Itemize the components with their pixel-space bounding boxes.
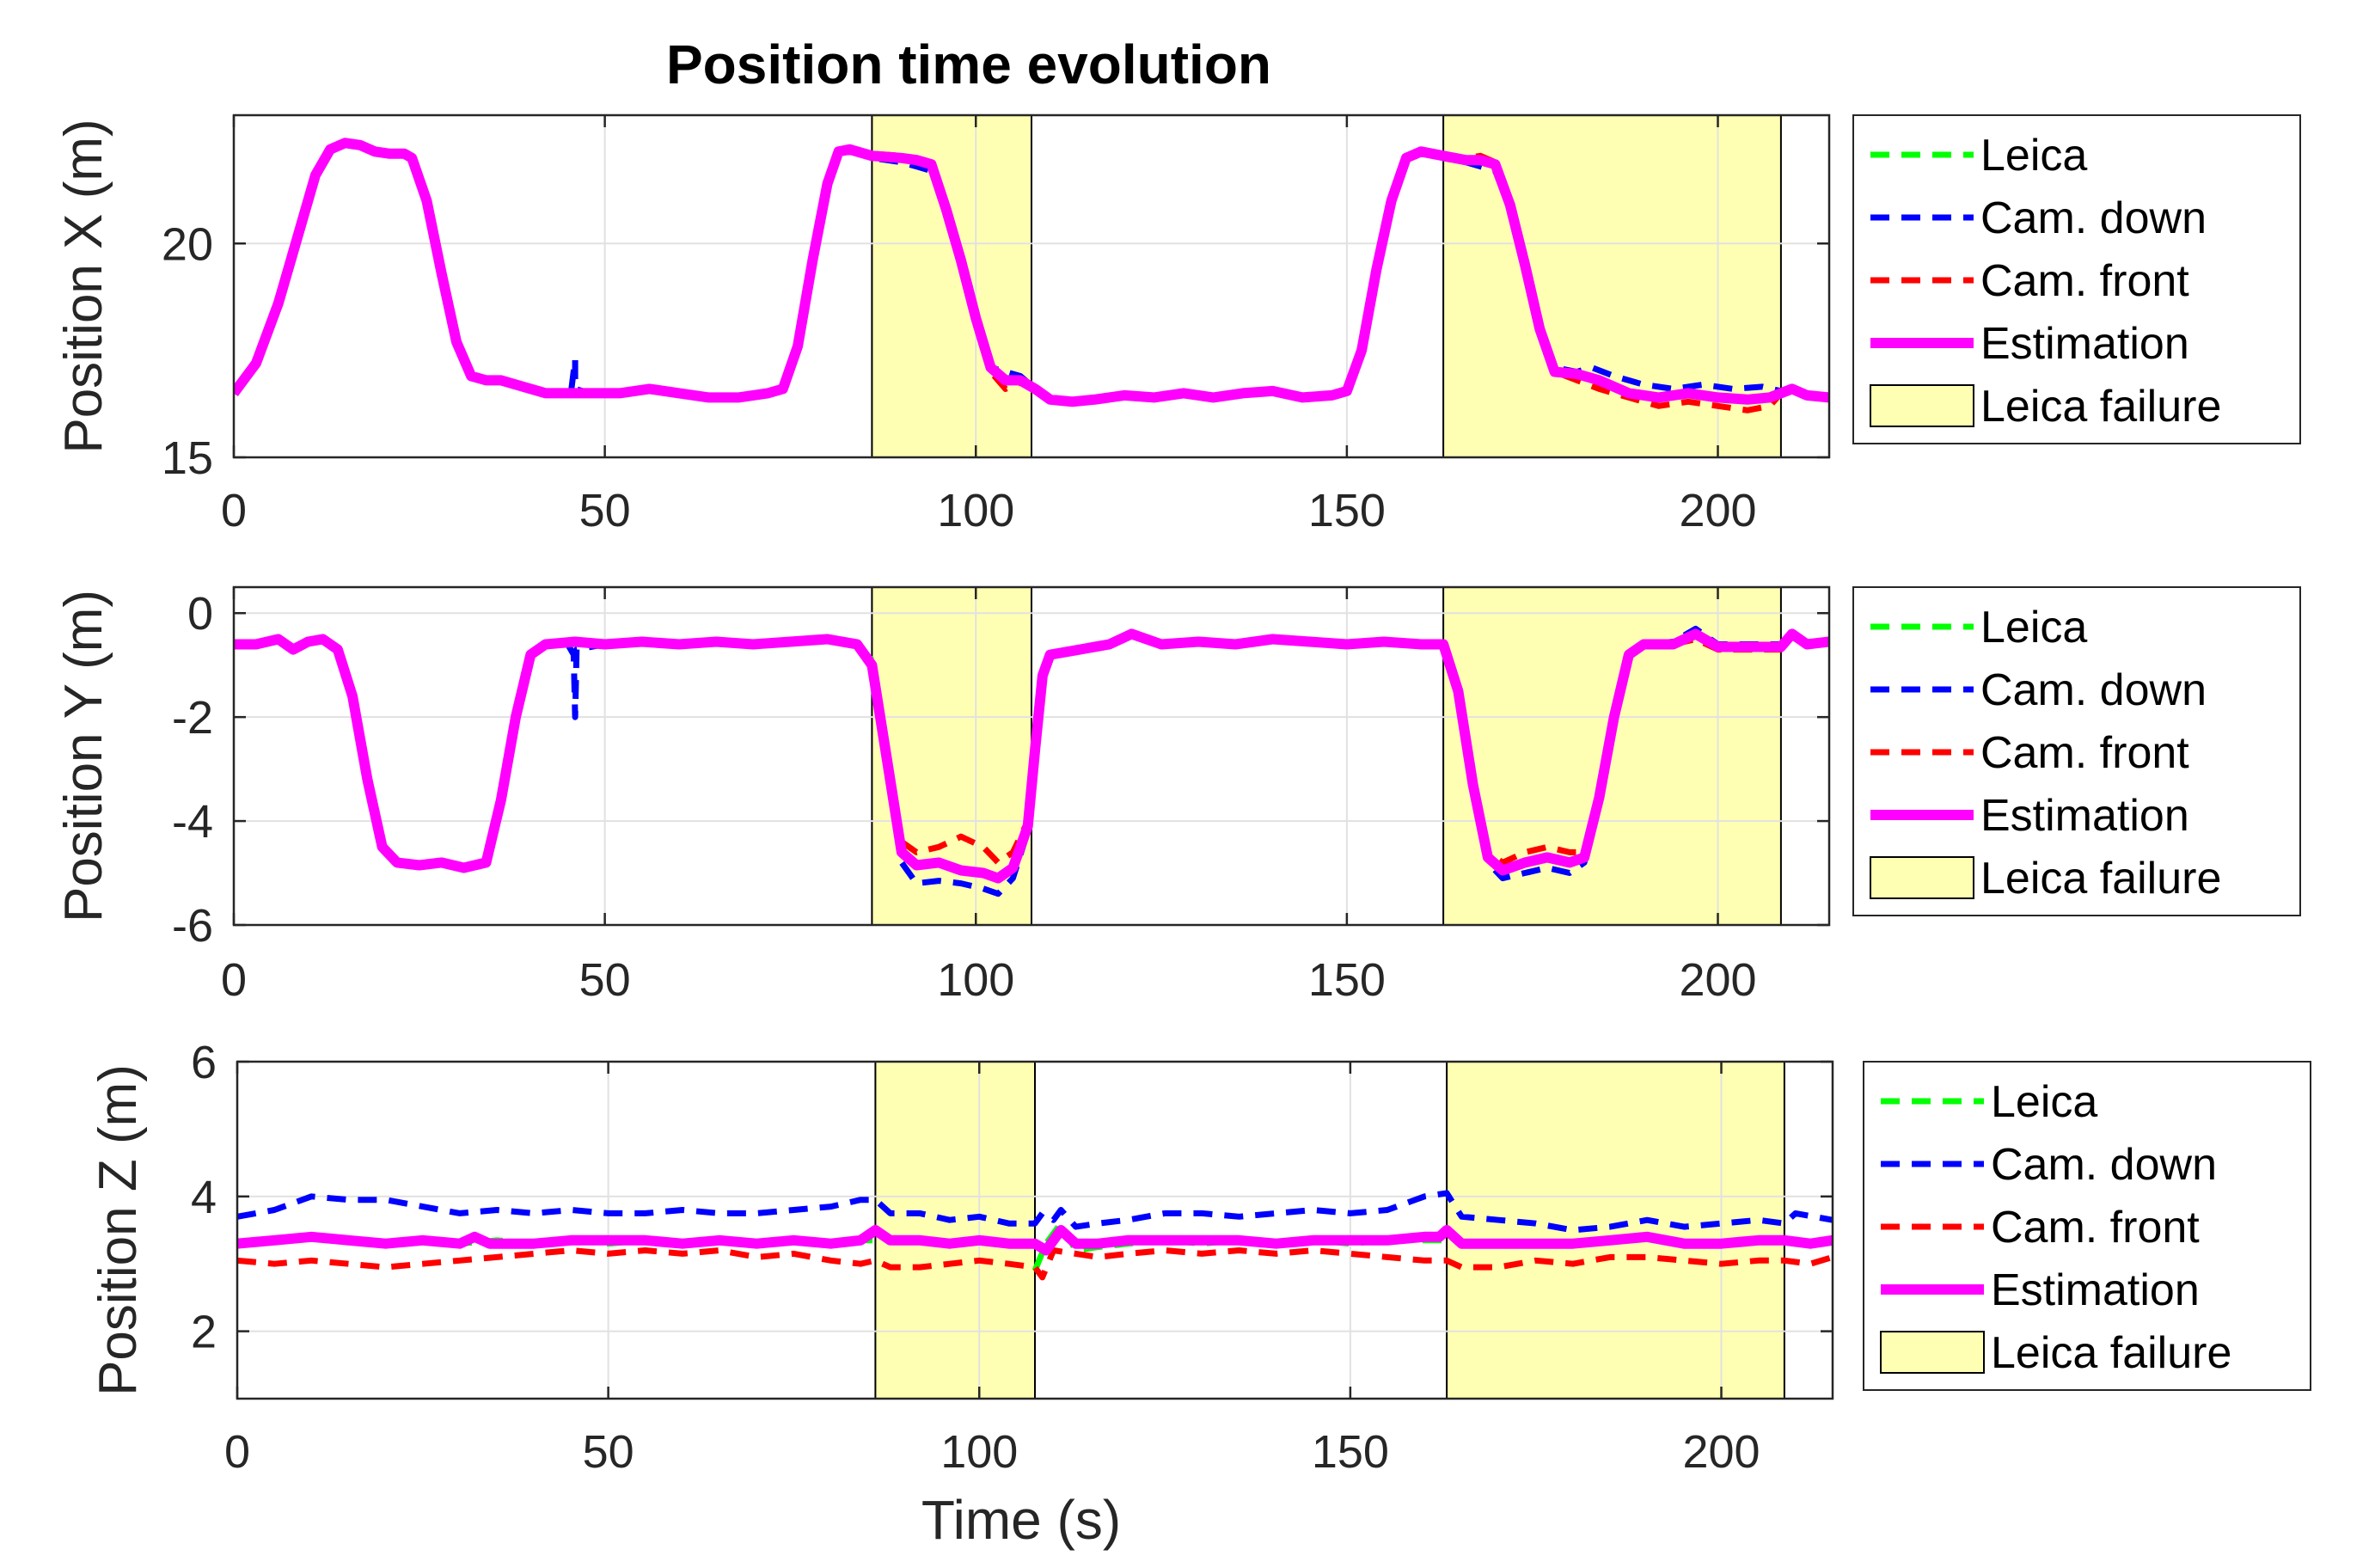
x-tick-label: 100 (937, 954, 1014, 1006)
legend-label: Leica (1980, 131, 2087, 181)
panel-3: 0 50 100 150 200 2 4 6 Position Z (m) Leica Cam. d… (89, 1037, 2311, 1478)
x-tick-label: 50 (579, 954, 631, 1006)
axes-box (232, 113, 1831, 459)
legend-label: Cam. down (1980, 193, 2207, 243)
x-tick-label: 0 (224, 1426, 250, 1478)
series-cam-down (234, 625, 1829, 897)
y-tick-label: 2 (191, 1307, 217, 1358)
legend-label: Cam. front (1991, 1203, 2200, 1253)
x-tick-label: 150 (1308, 954, 1386, 1006)
leica-failure-span-1 (874, 1061, 1037, 1400)
legend-label: Leica failure (1991, 1328, 2231, 1378)
legend-label: Estimation (1991, 1265, 2200, 1315)
x-tick-label: 0 (221, 954, 247, 1006)
legend-label: Estimation (1980, 791, 2189, 841)
x-tick-label: 0 (221, 485, 247, 536)
x-tick-label: 50 (583, 1426, 634, 1478)
legend-label: Cam. down (1980, 665, 2207, 715)
series-group (237, 1190, 1833, 1281)
y-tick-label: 6 (191, 1037, 217, 1088)
x-tick-label: 50 (579, 485, 631, 536)
y-tick-label: -2 (172, 692, 213, 744)
legend: Leica Cam. down Cam. front Estimation Leica … (1852, 114, 2301, 444)
axes-box (236, 1060, 1834, 1400)
x-axis-label: Time (s) (921, 1489, 1121, 1551)
chart-title: Position time evolution (666, 34, 1271, 95)
x-tick-label: 100 (940, 1426, 1018, 1478)
legend-swatch-leica-failure (1880, 1331, 1985, 1374)
panel-1: 0 50 100 150 200 15 20 Position X (m) Leica Cam. … (54, 113, 2301, 536)
y-tick-label: 0 (187, 588, 213, 640)
y-tick-label: -4 (172, 796, 213, 848)
legend: Leica Cam. down Cam. front Estimation Leica … (1852, 586, 2301, 916)
x-tick-label: 200 (1682, 1426, 1760, 1478)
legend-label: Leica failure (1980, 854, 2221, 903)
legend-label: Leica (1991, 1077, 2097, 1127)
x-tick-label: 100 (937, 485, 1014, 536)
legend-label: Estimation (1980, 319, 2189, 369)
leica-failure-span-1 (871, 114, 1033, 458)
legend: Leica Cam. down Cam. front Estimation Leica … (1863, 1061, 2311, 1391)
legend-label: Cam. front (1980, 728, 2189, 778)
y-axis-label: Position Z (m) (89, 1064, 148, 1396)
series-estimation (234, 628, 1829, 884)
legend-label: Cam. front (1980, 256, 2189, 306)
series-estimation (234, 138, 1829, 407)
x-tick-label: 200 (1679, 485, 1756, 536)
leica-failure-span-2 (1446, 1061, 1785, 1400)
legend-label: Leica (1980, 603, 2087, 652)
x-tick-label: 150 (1308, 485, 1386, 536)
y-tick-label: -6 (172, 900, 213, 952)
y-tick-label: 15 (162, 432, 213, 484)
legend-swatch-leica-failure (1870, 856, 1974, 899)
panel-2: 0 50 100 150 200 -6 -4 -2 0 Position Y (m) Leica Ca… (54, 585, 2301, 1006)
legend-swatch-leica-failure (1870, 384, 1974, 427)
series-group (234, 138, 1829, 413)
x-tick-label: 200 (1679, 954, 1756, 1006)
x-tick-label: 150 (1312, 1426, 1389, 1478)
series-cam-down (237, 1190, 1833, 1234)
y-tick-label: 4 (191, 1172, 217, 1223)
axes-box (232, 585, 1831, 927)
series-group (234, 625, 1829, 897)
legend-label: Leica failure (1980, 382, 2221, 432)
y-tick-label: 20 (162, 218, 213, 270)
y-axis-label: Position Y (m) (54, 590, 113, 922)
series-estimation (237, 1225, 1833, 1256)
leica-failure-span-2 (1442, 586, 1782, 926)
legend-label: Cam. down (1991, 1140, 2217, 1190)
y-axis-label: Position X (m) (54, 119, 113, 453)
series-cam-front (237, 1247, 1833, 1281)
